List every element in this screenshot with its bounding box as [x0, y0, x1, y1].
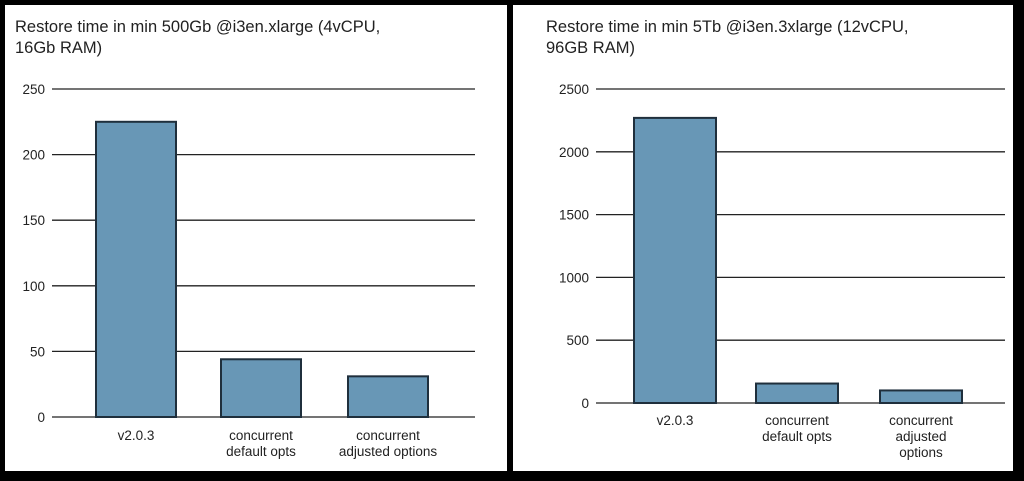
- left-x-category-label-line: v2.0.3: [118, 428, 155, 443]
- right-bar: [755, 382, 839, 405]
- right-bar: [633, 116, 717, 404]
- left-bar: [347, 375, 429, 419]
- left-y-tick-label: 50: [30, 344, 45, 359]
- left-x-category-label-line: concurrent: [229, 428, 293, 443]
- right-x-category-label: concurrent default opts: [762, 413, 832, 444]
- right-x-category-label-line: concurrent: [889, 413, 953, 428]
- left-bar: [95, 120, 177, 419]
- right-y-tick-label: 1500: [559, 208, 589, 223]
- right-y-tick-label: 1000: [559, 270, 589, 285]
- right-chart-title: Restore time in min 5Tb @i3en.3xlarge (1…: [546, 18, 909, 57]
- right-chart-panel: Restore time in min 5Tb @i3en.3xlarge (1…: [513, 5, 1013, 471]
- right-x-category-label-line: v2.0.3: [657, 413, 694, 428]
- right-x-category-label-line: concurrent: [765, 413, 829, 428]
- left-bar: [220, 358, 302, 419]
- left-y-tick-label: 0: [37, 410, 45, 425]
- right-x-category-label-line: options: [899, 445, 943, 460]
- right-y-tick-label: 2000: [559, 145, 589, 160]
- right-bar: [879, 389, 963, 405]
- left-chart-panel: Restore time in min 500Gb @i3en.xlarge (…: [5, 5, 507, 471]
- left-x-category-label: concurrent default opts: [226, 428, 296, 459]
- right-x-category-label-line: default opts: [762, 429, 832, 444]
- left-y-tick-label: 250: [22, 82, 45, 97]
- right-x-category-label: v2.0.3: [657, 413, 694, 428]
- left-x-category-label-line: adjusted options: [339, 444, 438, 459]
- left-x-category-label: v2.0.3: [118, 428, 155, 443]
- left-x-category-label-line: concurrent: [356, 428, 420, 443]
- left-y-tick-label: 200: [22, 148, 45, 163]
- left-chart-title: Restore time in min 500Gb @i3en.xlarge (…: [15, 18, 381, 57]
- right-x-category-label-line: adjusted: [895, 429, 946, 444]
- left-x-category-label-line: default opts: [226, 444, 296, 459]
- right-x-category-label: concurrent adjusted options: [889, 413, 953, 460]
- left-y-tick-label: 150: [22, 213, 45, 228]
- left-x-category-label: concurrent adjusted options: [339, 428, 438, 459]
- right-y-tick-label: 0: [581, 396, 589, 411]
- left-y-tick-label: 100: [22, 279, 45, 294]
- right-y-tick-label: 500: [566, 333, 589, 348]
- right-y-tick-label: 2500: [559, 82, 589, 97]
